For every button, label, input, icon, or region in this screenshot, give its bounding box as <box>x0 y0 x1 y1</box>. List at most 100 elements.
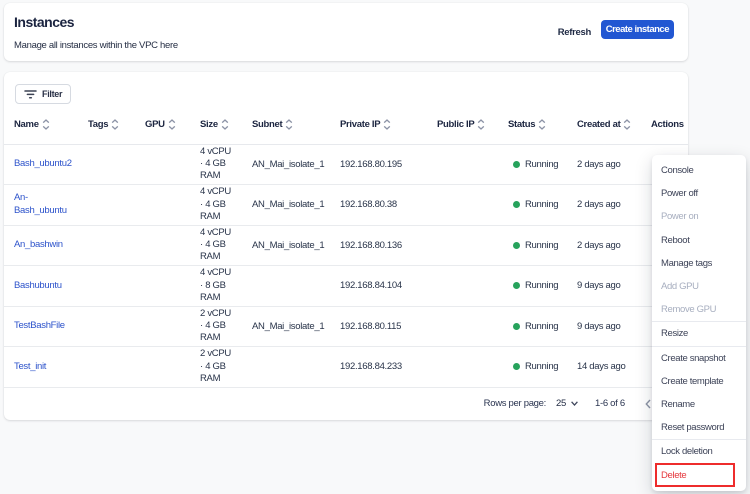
column-header-created-at[interactable]: Created at <box>577 119 651 130</box>
menu-item-add-gpu: Add GPU <box>661 281 699 293</box>
column-header-private-ip[interactable]: Private IP <box>340 119 437 130</box>
instance-name-link[interactable]: An-Bash_ubuntu <box>14 192 67 216</box>
column-header-size[interactable]: Size <box>200 119 252 130</box>
private-ip-cell: 192.168.84.233 <box>340 361 402 373</box>
filter-icon <box>24 88 37 100</box>
subnet-cell: AN_Mai_isolate_1 <box>252 158 325 170</box>
private-ip-cell: 192.168.80.136 <box>340 239 402 251</box>
menu-item-resize[interactable]: Resize <box>661 328 688 340</box>
column-header-name[interactable]: Name <box>14 119 88 130</box>
status-cell: Running <box>508 321 577 332</box>
column-header-gpu[interactable]: GPU <box>145 119 200 130</box>
rows-per-page-select[interactable]: 25 <box>556 388 578 420</box>
menu-item-reboot[interactable]: Reboot <box>661 234 690 246</box>
menu-item-remove-gpu: Remove GPU <box>661 304 717 316</box>
sort-icon <box>285 119 293 131</box>
status-running-dot <box>513 363 520 371</box>
table-body: Bash_ubuntu2 4 vCPU · 4 GB RAM AN_Mai_isol… <box>4 145 688 388</box>
private-ip-cell: 192.168.80.195 <box>340 158 402 170</box>
status-cell: Running <box>508 240 577 251</box>
status-cell: Running <box>508 280 577 291</box>
menu-item-create-snapshot[interactable]: Create snapshot <box>661 352 726 364</box>
status-running-dot <box>513 160 520 168</box>
table-row: Bash_ubuntu2 4 vCPU · 4 GB RAM AN_Mai_isol… <box>4 145 688 185</box>
menu-item-create-template[interactable]: Create template <box>661 375 724 387</box>
status-running-dot <box>513 322 520 330</box>
menu-divider <box>652 345 746 347</box>
status-running-dot <box>513 201 520 209</box>
table-row: Test_init 2 vCPU · 4 GB RAM 192.168.84.233… <box>4 347 688 388</box>
menu-item-console[interactable]: Console <box>661 165 694 177</box>
created-at-cell: 9 days ago <box>577 280 621 292</box>
created-at-cell: 2 days ago <box>577 158 621 170</box>
instance-name-link[interactable]: TestBashFile <box>14 320 65 331</box>
pagination-bar: Rows per page: 25 1-6 of 6 <box>4 388 688 420</box>
sort-icon <box>111 119 119 131</box>
page-title: Instances <box>14 14 75 30</box>
previous-page-button[interactable] <box>640 388 656 420</box>
status-label: Running <box>525 361 559 373</box>
menu-divider <box>652 321 746 323</box>
sort-icon <box>42 119 50 131</box>
size-cell: 4 vCPU · 4 GB RAM <box>200 186 231 222</box>
filter-button[interactable]: Filter <box>15 84 72 104</box>
table-row: Bashubuntu 4 vCPU · 8 GB RAM 192.168.84.10… <box>4 266 688 307</box>
status-label: Running <box>525 158 559 170</box>
status-label: Running <box>525 199 559 211</box>
status-label: Running <box>525 280 559 292</box>
sort-icon <box>477 119 485 131</box>
created-at-cell: 9 days ago <box>577 320 621 332</box>
status-cell: Running <box>508 159 577 170</box>
subnet-cell: AN_Mai_isolate_1 <box>252 239 325 251</box>
instance-actions-menu: Console Power off Power on Reboot Manage… <box>652 155 746 491</box>
create-instance-button[interactable]: Create instance <box>600 20 674 39</box>
column-header-status[interactable]: Status <box>508 119 577 130</box>
menu-item-power-off[interactable]: Power off <box>661 188 698 200</box>
size-cell: 4 vCPU · 4 GB RAM <box>200 145 231 182</box>
sort-icon <box>168 119 176 131</box>
status-running-dot <box>513 282 520 290</box>
sort-icon <box>221 119 229 131</box>
private-ip-cell: 192.168.84.104 <box>340 280 402 292</box>
subnet-cell: AN_Mai_isolate_1 <box>252 320 325 332</box>
status-label: Running <box>525 320 559 332</box>
private-ip-cell: 192.168.80.115 <box>340 320 402 332</box>
column-header-subnet[interactable]: Subnet <box>252 119 340 130</box>
filter-button-label: Filter <box>42 89 63 99</box>
menu-item-lock-deletion[interactable]: Lock deletion <box>661 446 713 458</box>
created-at-cell: 2 days ago <box>577 239 621 251</box>
sort-icon <box>383 119 391 131</box>
instances-header-card: Instances Manage all instances within th… <box>4 3 688 61</box>
table-row: An-Bash_ubuntu 4 vCPU · 4 GB RAM AN_Mai_is… <box>4 185 688 226</box>
size-cell: 4 vCPU · 4 GB RAM <box>200 226 231 263</box>
subnet-cell: AN_Mai_isolate_1 <box>252 199 325 211</box>
sort-icon <box>538 119 546 131</box>
status-cell: Running <box>508 361 577 372</box>
status-label: Running <box>525 239 559 251</box>
instance-name-link[interactable]: An_bashwin <box>14 239 63 250</box>
column-header-actions: Actions <box>651 119 684 131</box>
refresh-button[interactable]: Refresh <box>558 3 592 61</box>
menu-item-rename[interactable]: Rename <box>661 398 695 410</box>
menu-item-delete[interactable]: Delete <box>652 463 746 488</box>
created-at-cell: 14 days ago <box>577 361 626 373</box>
instance-name-link[interactable]: Bash_ubuntu2 <box>14 158 72 169</box>
status-cell: Running <box>508 199 577 210</box>
chevron-left-icon <box>645 399 651 409</box>
instance-name-link[interactable]: Test_init <box>14 360 47 372</box>
created-at-cell: 2 days ago <box>577 199 621 211</box>
size-cell: 2 vCPU · 4 GB RAM <box>200 348 231 384</box>
private-ip-cell: 192.168.80.38 <box>340 199 397 211</box>
menu-item-manage-tags[interactable]: Manage tags <box>661 257 713 269</box>
menu-item-reset-password[interactable]: Reset password <box>661 422 725 434</box>
size-cell: 2 vCPU · 4 GB RAM <box>200 307 231 344</box>
column-header-public-ip[interactable]: Public IP <box>437 119 508 130</box>
size-cell: 4 vCPU · 8 GB RAM <box>200 267 231 303</box>
menu-item-power-on: Power on <box>661 211 699 223</box>
instance-name-link[interactable]: Bashubuntu <box>14 279 62 291</box>
column-header-tags[interactable]: Tags <box>88 119 145 130</box>
page-subtitle: Manage all instances within the VPC here <box>14 40 178 51</box>
sort-icon <box>623 119 631 131</box>
table-header-row: Name Tags GPU Size Subnet Private IP Pub… <box>4 106 688 145</box>
pagination-range-text: 1-6 of 6 <box>595 398 625 409</box>
